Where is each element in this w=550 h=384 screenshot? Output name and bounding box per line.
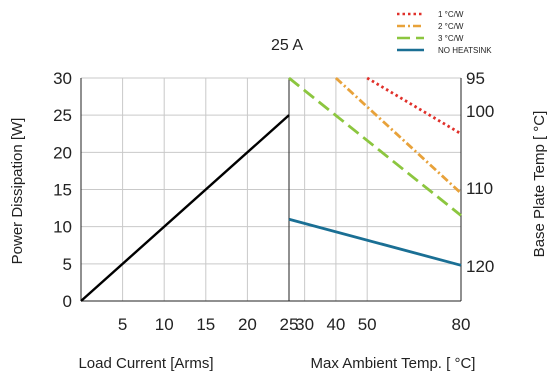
x-tick-label-right: 50 — [358, 315, 377, 334]
legend-label: 1 °C/W — [438, 10, 464, 19]
y-axis-title-right: Base Plate Temp [ °C] — [531, 111, 548, 258]
x-tick-label-left: 25 — [280, 315, 299, 334]
series-line — [288, 76, 462, 217]
y-tick-label-right: 110 — [466, 179, 493, 198]
legend-label: NO HEATSINK — [438, 46, 492, 55]
series-line — [366, 76, 462, 135]
y-tick-label-left: 20 — [53, 143, 72, 162]
x-tick-label-right: 30 — [295, 315, 314, 334]
legend: 1 °C/W 2 °C/W 3 °C/W NO HEATSINK — [397, 10, 492, 55]
x-tick-label-left: 15 — [196, 315, 215, 334]
legend-label: 2 °C/W — [438, 22, 464, 31]
y-tick-label-left: 25 — [53, 106, 72, 125]
chart-title: 25 A — [271, 37, 303, 54]
x-tick-label-left: 5 — [118, 315, 127, 334]
x-axis-title-right: Max Ambient Temp. [ °C] — [311, 355, 476, 372]
grid — [81, 77, 462, 302]
y-tick-label-right: 95 — [466, 69, 485, 88]
y-tick-label-left: 10 — [53, 218, 72, 237]
y-tick-label-right: 120 — [466, 257, 494, 276]
y-tick-label-left: 5 — [63, 255, 72, 274]
series — [80, 76, 462, 302]
y-tick-label-left: 0 — [63, 292, 72, 311]
x-axis-title-left: Load Current [Arms] — [78, 355, 213, 372]
legend-label: 3 °C/W — [438, 34, 464, 43]
y-tick-label-left: 30 — [53, 69, 72, 88]
series-line — [288, 217, 462, 267]
series-line — [334, 76, 462, 195]
y-tick-label-left: 15 — [53, 181, 72, 200]
x-tick-label-left: 10 — [155, 315, 174, 334]
y-tick-label-right: 100 — [466, 102, 494, 121]
y-axis-title-left: Power Dissipation [W] — [9, 118, 26, 265]
series-line-power — [80, 114, 290, 302]
x-tick-label-right: 80 — [452, 315, 471, 334]
x-tick-label-left: 20 — [238, 315, 257, 334]
x-tick-label-right: 40 — [326, 315, 345, 334]
